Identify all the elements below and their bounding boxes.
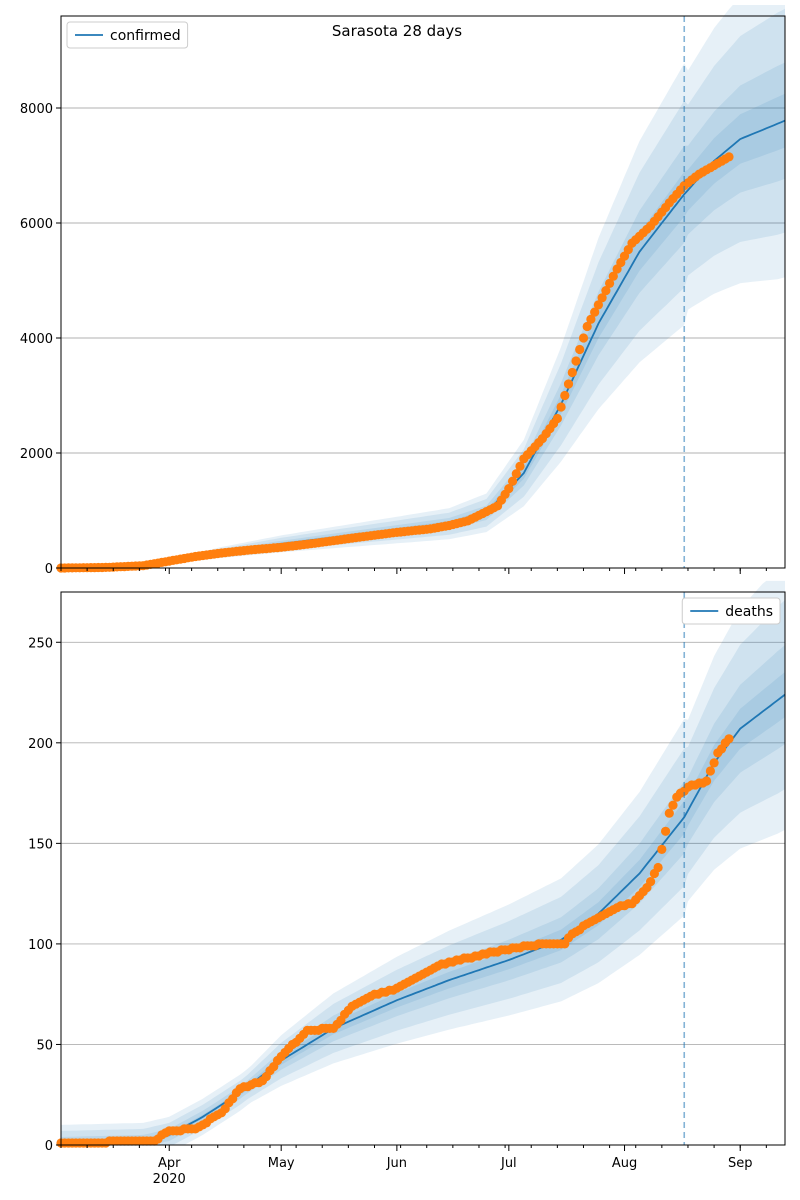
observed-point xyxy=(724,152,734,162)
y-tick-label: 100 xyxy=(28,938,53,953)
y-tick-label: 6000 xyxy=(20,217,53,232)
observed-point xyxy=(601,286,611,296)
observed-point xyxy=(586,314,596,324)
observed-point xyxy=(575,344,585,355)
legend: deaths xyxy=(681,597,781,625)
uncertainty-band xyxy=(61,580,785,1145)
grid-lines xyxy=(61,107,785,454)
y-tick-label: 0 xyxy=(45,1139,53,1154)
x-tick-label: Aug xyxy=(612,1156,637,1171)
observed-point xyxy=(511,469,521,479)
y-tick-label: 200 xyxy=(28,737,53,752)
observed-point xyxy=(664,808,674,818)
x-axis xyxy=(60,568,767,574)
uncertainty-band xyxy=(61,600,785,1145)
observed-point xyxy=(597,293,607,303)
observed-point xyxy=(653,862,663,873)
y-tick-label: 0 xyxy=(45,562,53,577)
legend-box xyxy=(681,597,781,625)
y-tick-label: 250 xyxy=(28,636,53,651)
y-tick-label: 150 xyxy=(28,837,53,852)
y-tick-label: 50 xyxy=(36,1038,53,1053)
observed-point xyxy=(515,461,525,471)
observed-point xyxy=(582,321,592,332)
observed-point xyxy=(605,278,615,288)
y-tick-label: 4000 xyxy=(20,332,53,347)
uncertainty-band xyxy=(61,93,785,569)
plot-frame xyxy=(60,15,786,569)
uncertainty-band xyxy=(61,8,785,569)
observed-point xyxy=(504,484,514,494)
y-tick-label: 8000 xyxy=(20,102,53,117)
observed-point xyxy=(593,300,604,310)
legend-box xyxy=(66,21,189,49)
y-tick-label: 2000 xyxy=(20,447,53,462)
bands xyxy=(61,5,785,569)
legend-label: confirmed xyxy=(110,28,181,44)
observed-point xyxy=(560,390,570,401)
x-tick-label: Jul xyxy=(500,1156,517,1171)
grid-lines xyxy=(61,641,785,1045)
legend: confirmed xyxy=(66,21,189,49)
observed-point xyxy=(709,758,719,768)
observed-point xyxy=(668,800,678,810)
observed-point xyxy=(724,734,734,744)
observed-point xyxy=(608,271,618,281)
x-tick-sublabel: 2020 xyxy=(153,1172,186,1187)
observed-point xyxy=(552,413,563,424)
confirmed-panel: 0 2000 4000 6000 8000 confirmed xyxy=(20,5,786,577)
observed-point xyxy=(646,877,656,887)
uncertainty-band xyxy=(61,5,785,568)
observed-point xyxy=(702,776,712,786)
bands xyxy=(61,580,785,1145)
observed-points xyxy=(56,152,734,573)
observed-point xyxy=(590,307,600,317)
x-tick-label: May xyxy=(268,1156,295,1171)
observed-point xyxy=(661,826,671,836)
observed-points xyxy=(56,734,734,1148)
observed-point xyxy=(507,476,518,486)
observed-point xyxy=(705,766,716,776)
legend-label: deaths xyxy=(725,604,773,620)
observed-point xyxy=(571,356,581,366)
plot-frame xyxy=(60,591,786,1146)
x-tick-label: Apr xyxy=(158,1156,181,1171)
x-tick-label: Sep xyxy=(728,1156,753,1171)
observed-point xyxy=(563,379,574,389)
observed-point xyxy=(556,402,566,412)
observed-point xyxy=(567,367,577,378)
y-axis: 0 2000 4000 6000 8000 xyxy=(20,102,61,577)
x-tick-label: Jun xyxy=(386,1156,407,1171)
y-axis: 0 50 100 150 200 250 xyxy=(28,636,61,1154)
observed-point xyxy=(657,844,667,855)
figure-title: Sarasota 28 days xyxy=(332,22,462,40)
observed-point xyxy=(578,333,589,343)
